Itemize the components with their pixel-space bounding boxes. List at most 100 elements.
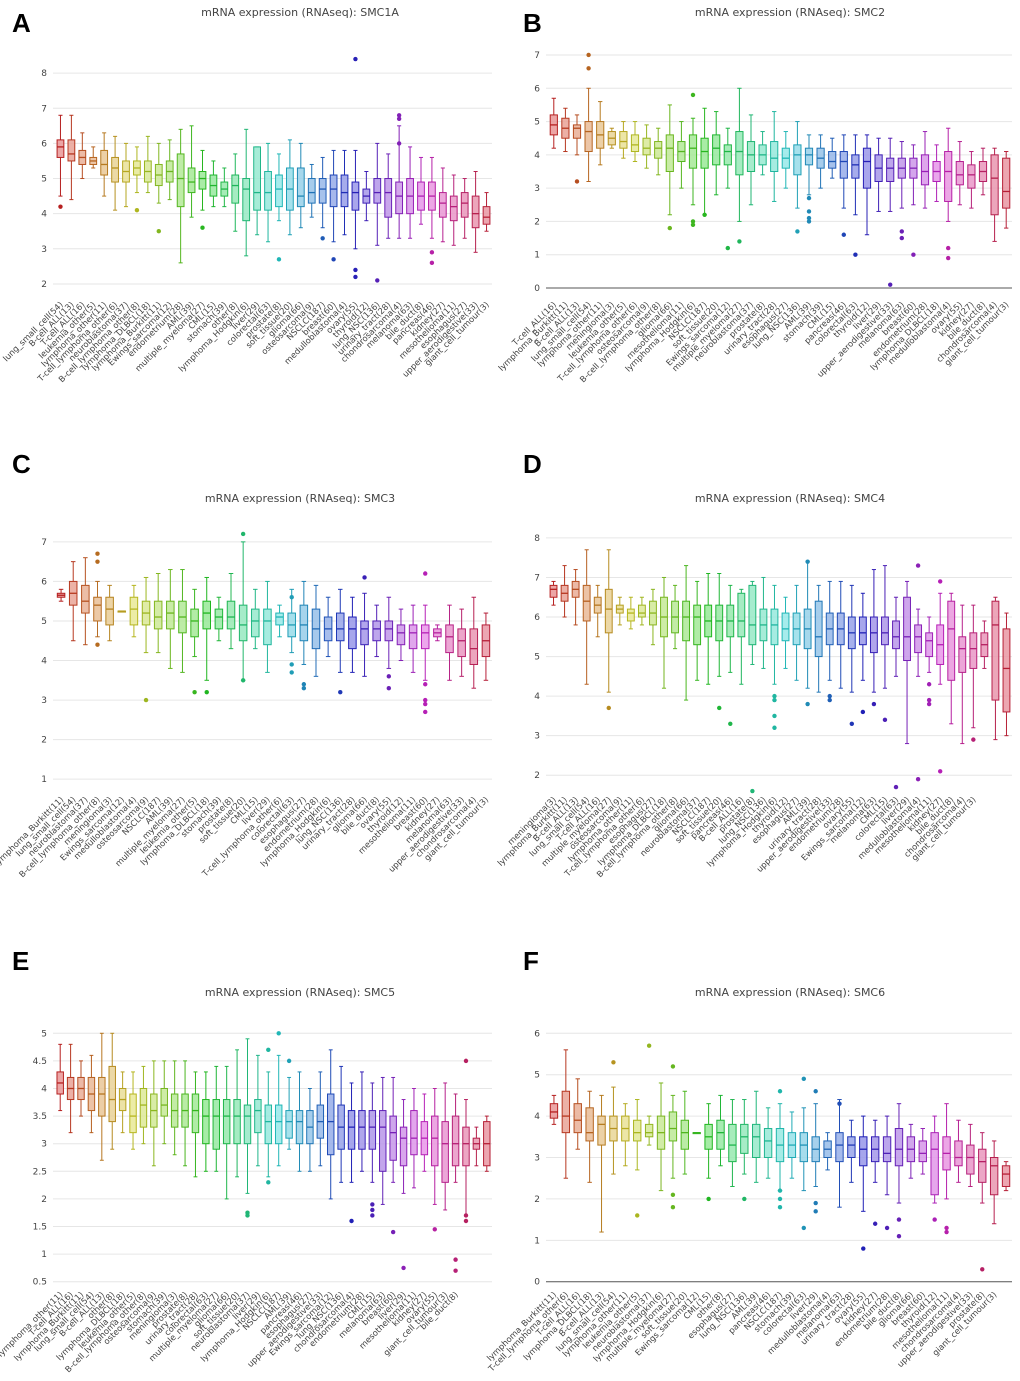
box [296, 167, 305, 208]
box [275, 174, 283, 208]
outlier-point [396, 141, 402, 146]
box [892, 620, 900, 650]
outlier-point [806, 209, 812, 214]
outlier-point [896, 1233, 902, 1239]
box [828, 151, 837, 169]
outlier-point [884, 1225, 890, 1231]
box-group [787, 1111, 797, 1179]
box [226, 600, 236, 630]
outlier-point [635, 1213, 640, 1218]
box-group [746, 114, 756, 206]
box-group [892, 596, 900, 790]
outlier-point [58, 204, 63, 209]
outlier-point [156, 229, 161, 234]
box [231, 174, 240, 204]
box [882, 1136, 892, 1163]
box-group [936, 579, 945, 774]
box-group [585, 1090, 594, 1183]
outlier-point [586, 66, 591, 71]
box-group [81, 557, 90, 646]
box-group [836, 580, 845, 689]
outlier-point [937, 579, 943, 584]
outlier-point [143, 697, 149, 703]
panel-c-plot: 1234567lymphoma_Burkitt(11)lung_small_ce… [0, 531, 492, 879]
box-group [716, 1094, 725, 1167]
outlier-point [423, 682, 428, 687]
box-group [129, 584, 139, 638]
outlier-point [289, 662, 294, 667]
box-group [723, 127, 732, 251]
box-group [417, 156, 425, 225]
outlier-point [806, 215, 812, 221]
box-group [212, 1065, 220, 1172]
outlier-point [606, 705, 611, 711]
box-group [712, 111, 721, 196]
box-group [803, 559, 812, 707]
box-group [410, 1087, 418, 1189]
box-group [274, 1031, 283, 1167]
box-group [323, 596, 333, 658]
box [187, 167, 196, 194]
box-group [108, 1032, 116, 1150]
box-group [445, 604, 454, 681]
box-group [433, 624, 442, 642]
box-group [804, 134, 814, 224]
box [1001, 1165, 1011, 1187]
panel-d-letter: D [523, 449, 542, 479]
outlier-point [386, 674, 392, 679]
box [851, 154, 860, 179]
box [572, 124, 582, 139]
panel-b-plot: 01234567T-cell_ALL(16)lymphoma_Burkitt(1… [496, 51, 1012, 384]
y-tick-label: 4.5 [33, 1057, 47, 1067]
box-group [862, 134, 872, 236]
outlier-point [911, 252, 916, 257]
box [573, 1103, 582, 1134]
box-group [693, 580, 702, 681]
box-group [118, 1071, 127, 1134]
box [318, 178, 327, 204]
outlier-point [806, 219, 812, 224]
box-group [596, 101, 605, 166]
box-group [406, 146, 414, 239]
box-group [373, 142, 382, 283]
box [222, 1099, 231, 1145]
box-group [428, 156, 436, 266]
box [886, 157, 895, 182]
panel-a-plot: 2345678lung_small_cell(54)B-cell_ALL(13)… [1, 56, 492, 384]
box-group [191, 1071, 200, 1178]
outlier-point [276, 257, 282, 262]
box [990, 154, 999, 216]
outlier-point [801, 1076, 806, 1082]
box-group [835, 1099, 844, 1208]
box-group [593, 584, 602, 638]
outlier-point [706, 1196, 711, 1202]
panel-e-title: mRNA expression (RNAseq): SMC5 [205, 986, 395, 999]
box-group [111, 135, 119, 211]
box-group [222, 1065, 231, 1200]
box [233, 1099, 241, 1145]
box-group [770, 111, 779, 202]
box-group [700, 107, 709, 217]
box-group [903, 580, 911, 745]
box [858, 616, 867, 646]
outlier-point [872, 1221, 878, 1226]
box-group [471, 171, 480, 253]
box [351, 181, 360, 211]
box-group [275, 604, 284, 638]
y-tick-label: 1 [534, 1236, 540, 1246]
box [176, 153, 185, 208]
box [700, 137, 709, 169]
outlier-point [667, 225, 672, 231]
box [264, 171, 272, 211]
box-group [825, 580, 834, 703]
box-group [420, 1093, 429, 1172]
outlier-point [937, 769, 943, 774]
box-group [920, 131, 930, 209]
box [955, 161, 964, 186]
box-group [264, 1047, 273, 1185]
box [735, 131, 744, 176]
outlier-point [390, 1229, 396, 1235]
box [372, 620, 381, 642]
box-group [549, 1094, 559, 1125]
box [299, 604, 309, 642]
